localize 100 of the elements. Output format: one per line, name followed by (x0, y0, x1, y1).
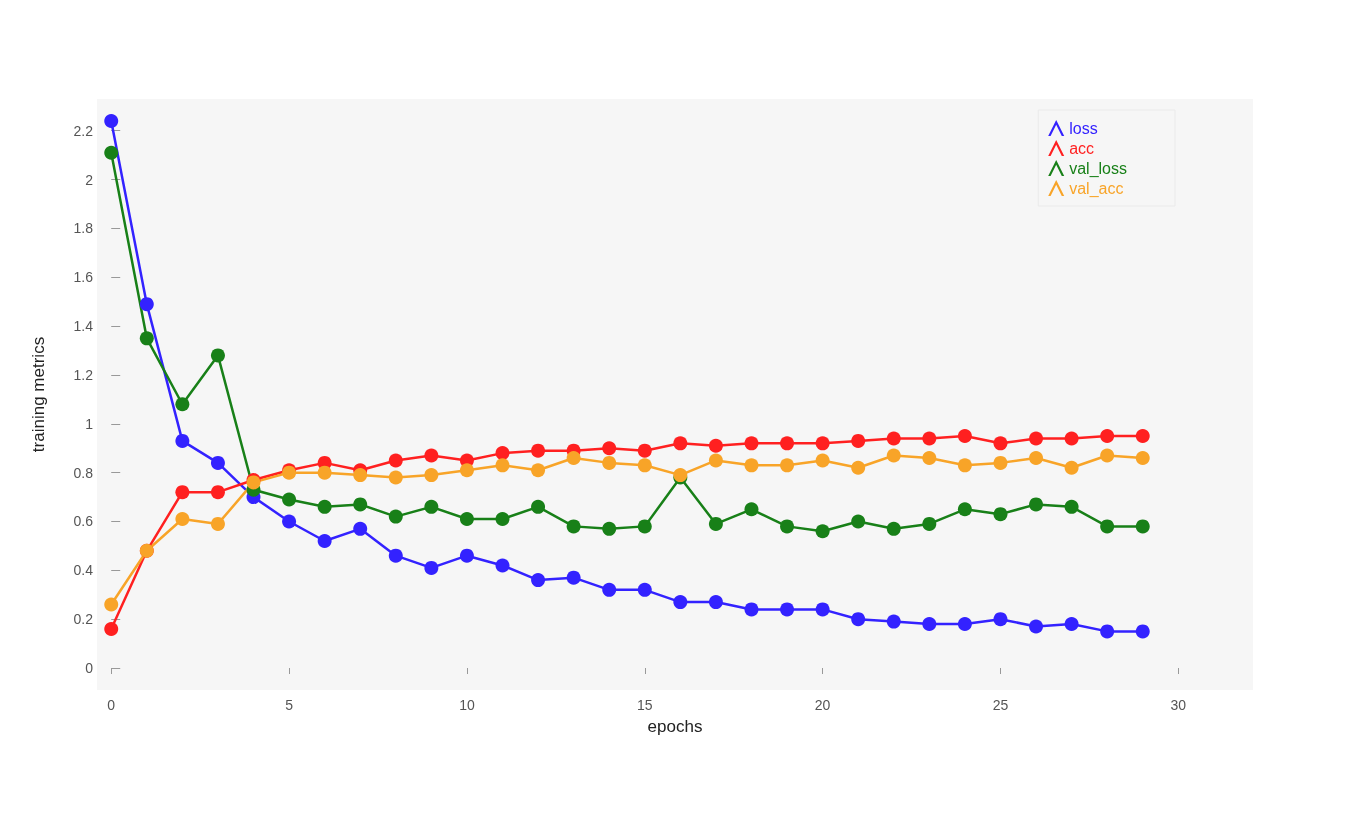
point (637, 443, 652, 458)
point (886, 448, 901, 463)
point (424, 499, 439, 514)
point (459, 548, 474, 563)
point (317, 499, 332, 514)
point (282, 514, 297, 529)
point (282, 492, 297, 507)
point (424, 448, 439, 463)
point (210, 516, 225, 531)
point (851, 612, 866, 627)
point (424, 468, 439, 483)
x-tick-label: 20 (814, 697, 831, 713)
y-tick-label: 1.6 (73, 269, 94, 286)
point (210, 485, 225, 500)
point (957, 458, 972, 473)
point (175, 433, 190, 448)
x-tick-label: 30 (1170, 697, 1187, 713)
point (673, 436, 688, 451)
x-tick-label: 5 (285, 697, 294, 713)
point (388, 470, 403, 485)
point (495, 446, 510, 461)
legend-label: acc (1069, 139, 1095, 157)
point (495, 458, 510, 473)
point (957, 429, 972, 444)
point (744, 602, 759, 617)
point (1100, 624, 1115, 639)
point (922, 431, 937, 446)
point (957, 502, 972, 517)
point (1135, 429, 1150, 444)
point (851, 460, 866, 475)
point (175, 397, 190, 412)
point (922, 516, 937, 531)
point (602, 582, 617, 597)
point (531, 573, 546, 588)
point (210, 348, 225, 363)
point (317, 465, 332, 480)
point (210, 455, 225, 470)
point (815, 453, 830, 468)
y-tick-label: 1 (85, 415, 94, 432)
y-tick-label: 1.2 (73, 366, 94, 383)
x-axis-title: epochs (647, 717, 703, 736)
point (815, 436, 830, 451)
y-tick-label: 0.8 (73, 464, 94, 481)
point (708, 595, 723, 610)
y-tick-label: 2.2 (73, 122, 94, 139)
y-tick-label: 1.4 (73, 318, 94, 335)
point (886, 614, 901, 629)
point (602, 441, 617, 456)
point (708, 453, 723, 468)
point (815, 524, 830, 539)
point (531, 443, 546, 458)
y-tick-label: 0.6 (73, 513, 94, 530)
y-tick-label: 0.4 (73, 562, 94, 579)
point (708, 516, 723, 531)
point (104, 621, 119, 636)
point (993, 436, 1008, 451)
point (993, 455, 1008, 470)
legend-label: val_acc (1069, 179, 1124, 198)
x-tick-label: 10 (459, 697, 475, 713)
point (104, 145, 119, 160)
point (851, 514, 866, 529)
point (1029, 619, 1044, 634)
point (637, 458, 652, 473)
point (1029, 497, 1044, 512)
point (1064, 431, 1079, 446)
point (175, 485, 190, 500)
point (744, 436, 759, 451)
y-tick-label: 2 (85, 171, 94, 188)
point (388, 453, 403, 468)
point (531, 499, 546, 514)
point (780, 602, 795, 617)
point (1064, 617, 1079, 632)
point (922, 617, 937, 632)
point (459, 512, 474, 527)
point (388, 509, 403, 524)
y-axis-title: training metrics (29, 336, 48, 453)
point (566, 451, 581, 465)
point (637, 519, 652, 534)
point (602, 521, 617, 536)
point (531, 463, 546, 478)
y-tick-label: 1.8 (73, 220, 94, 237)
point (1100, 448, 1115, 463)
point (139, 297, 154, 312)
point (1135, 451, 1150, 465)
point (637, 582, 652, 597)
point (602, 455, 617, 470)
point (353, 497, 368, 512)
point (353, 468, 368, 483)
point (1100, 429, 1115, 444)
point (744, 502, 759, 517)
point (495, 512, 510, 527)
point (886, 431, 901, 446)
x-tick-label: 0 (107, 697, 116, 713)
y-tick-label: 0.2 (73, 611, 94, 628)
point (780, 519, 795, 534)
point (851, 433, 866, 448)
point (673, 595, 688, 610)
x-tick-label: 25 (992, 697, 1009, 713)
y-tick-label: 0 (85, 660, 94, 677)
point (1064, 460, 1079, 475)
